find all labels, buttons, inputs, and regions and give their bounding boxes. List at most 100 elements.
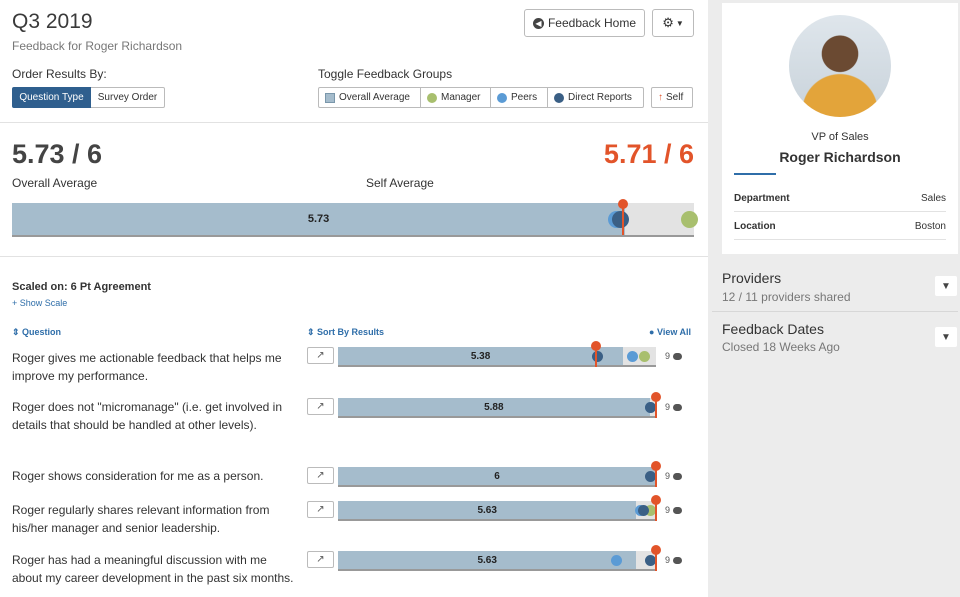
divider bbox=[0, 122, 708, 123]
question-chart-button[interactable]: ↗ bbox=[307, 551, 334, 568]
overall-bar-value: 5.73 bbox=[307, 213, 330, 225]
gear-icon: ⚙ bbox=[662, 15, 674, 30]
avatar bbox=[789, 15, 891, 117]
feedback-dates-expand-button[interactable]: ▼ bbox=[935, 327, 957, 347]
direct-reports-marker bbox=[645, 401, 656, 413]
order-survey-order-button[interactable]: Survey Order bbox=[91, 87, 165, 108]
location-row: Location Boston bbox=[734, 221, 946, 232]
question-text: Roger shows consideration for me as a pe… bbox=[12, 469, 264, 483]
view-all-label: View All bbox=[656, 327, 691, 337]
question-score-bar: 5.63 bbox=[338, 545, 661, 571]
chevron-down-icon: ▼ bbox=[941, 331, 951, 343]
self-marker-head bbox=[651, 392, 661, 402]
sort-by-results-header[interactable]: ⇕ Sort By Results bbox=[307, 327, 385, 337]
self-marker bbox=[594, 345, 597, 367]
divider bbox=[712, 311, 958, 312]
providers-sub: 12 / 11 providers shared bbox=[722, 290, 851, 304]
line-chart-icon: ↗ bbox=[316, 401, 325, 412]
toggle-overall-label: Overall Average bbox=[339, 92, 410, 103]
question-chart-button[interactable]: ↗ bbox=[307, 347, 334, 364]
overall-score-bar: 5.73 bbox=[12, 199, 698, 237]
question-score-bar: 5.63 bbox=[338, 495, 661, 521]
line-chart-icon: ↗ bbox=[316, 470, 325, 481]
question-header-label: Question bbox=[22, 327, 62, 337]
question-bar-value: 5.63 bbox=[477, 504, 497, 516]
profile-card: VP of Sales Roger Richardson Department … bbox=[722, 3, 958, 254]
question-column-header[interactable]: ⇕ Question bbox=[12, 327, 62, 337]
comment-count[interactable]: 9 bbox=[665, 402, 683, 412]
view-all-comments-link[interactable]: ● View All bbox=[649, 327, 691, 337]
divider bbox=[734, 239, 946, 240]
comment-count-value: 9 bbox=[665, 351, 671, 361]
feedback-dates-title: Feedback Dates bbox=[722, 321, 824, 337]
profile-role: VP of Sales bbox=[811, 131, 869, 143]
comment-bubble-icon bbox=[673, 472, 683, 480]
overall-swatch-icon bbox=[325, 92, 335, 103]
toggle-direct-reports[interactable]: Direct Reports bbox=[547, 87, 644, 108]
comment-count[interactable]: 9 bbox=[665, 351, 683, 361]
show-scale-link[interactable]: + Show Scale bbox=[12, 298, 68, 308]
comment-count-value: 9 bbox=[665, 505, 671, 515]
arrow-left-circle-icon: ◀ bbox=[532, 17, 544, 29]
line-chart-icon: ↗ bbox=[316, 350, 325, 361]
question-score-bar: 5.38 bbox=[338, 341, 656, 367]
feedback-home-button[interactable]: ◀ Feedback Home bbox=[524, 9, 645, 37]
name-underline bbox=[734, 173, 776, 175]
comment-count[interactable]: 9 bbox=[665, 505, 683, 515]
self-marker-head bbox=[651, 461, 661, 471]
department-label: Department bbox=[734, 193, 790, 204]
comment-bubble-icon bbox=[673, 506, 683, 514]
comment-count-value: 9 bbox=[665, 402, 671, 412]
department-row: Department Sales bbox=[734, 193, 946, 204]
self-marker bbox=[655, 499, 657, 521]
providers-expand-button[interactable]: ▼ bbox=[935, 276, 957, 296]
manager-marker bbox=[638, 350, 650, 362]
question-bar-value: 5.38 bbox=[470, 350, 491, 362]
toggle-self-label: Self bbox=[666, 92, 684, 103]
direct-reports-dot-icon bbox=[554, 92, 564, 103]
settings-dropdown-button[interactable]: ⚙ ▼ bbox=[652, 9, 694, 37]
question-chart-button[interactable]: ↗ bbox=[307, 398, 334, 415]
self-marker bbox=[655, 396, 657, 418]
caret-down-icon: ▼ bbox=[675, 18, 684, 28]
question-chart-button[interactable]: ↗ bbox=[307, 501, 334, 518]
comment-icon: ● bbox=[649, 327, 655, 337]
question-score-bar: 6 bbox=[338, 461, 661, 487]
question-bar-value: 5.88 bbox=[484, 401, 504, 413]
direct-reports-marker bbox=[645, 554, 656, 566]
order-results-label: Order Results By: bbox=[12, 67, 107, 81]
main-panel: Q3 2019 Feedback for Roger Richardson ◀ … bbox=[0, 0, 708, 597]
order-question-type-button[interactable]: Question Type bbox=[12, 87, 91, 108]
question-chart-button[interactable]: ↗ bbox=[307, 467, 334, 484]
comment-count-value: 9 bbox=[665, 555, 671, 565]
question-bar-fill bbox=[338, 347, 624, 365]
chevron-down-icon: ▼ bbox=[941, 280, 951, 292]
question-bar-value: 6 bbox=[494, 470, 500, 482]
question-text: Roger regularly shares relevant informat… bbox=[12, 503, 270, 535]
self-marker-head bbox=[590, 341, 601, 351]
self-average-label: Self Average bbox=[366, 176, 434, 190]
location-value: Boston bbox=[914, 221, 946, 232]
peers-marker bbox=[626, 350, 638, 362]
peers-marker bbox=[611, 554, 623, 566]
toggle-peers[interactable]: Peers bbox=[490, 87, 548, 108]
comment-count[interactable]: 9 bbox=[665, 471, 683, 481]
comment-count[interactable]: 9 bbox=[665, 555, 683, 565]
comment-bubble-icon bbox=[673, 403, 683, 411]
toggle-groups-label: Toggle Feedback Groups bbox=[318, 67, 453, 81]
divider bbox=[0, 256, 708, 257]
toggle-overall-average[interactable]: Overall Average bbox=[318, 87, 421, 108]
comment-bubble-icon bbox=[673, 556, 683, 564]
location-label: Location bbox=[734, 221, 776, 232]
direct-reports-marker bbox=[591, 350, 603, 362]
toggle-manager[interactable]: Manager bbox=[420, 87, 491, 108]
page-subtitle: Feedback for Roger Richardson bbox=[12, 39, 183, 53]
self-marker-head bbox=[651, 495, 661, 505]
question-bar-value: 5.63 bbox=[477, 554, 497, 566]
department-value: Sales bbox=[920, 193, 946, 204]
toggle-self[interactable]: ↑ Self bbox=[651, 87, 693, 108]
manager-marker bbox=[681, 210, 698, 228]
overall-score: 5.73 / 6 bbox=[12, 139, 103, 169]
scaled-on-label: Scaled on: 6 Pt Agreement bbox=[12, 281, 151, 293]
overall-average-label: Overall Average bbox=[12, 176, 98, 190]
